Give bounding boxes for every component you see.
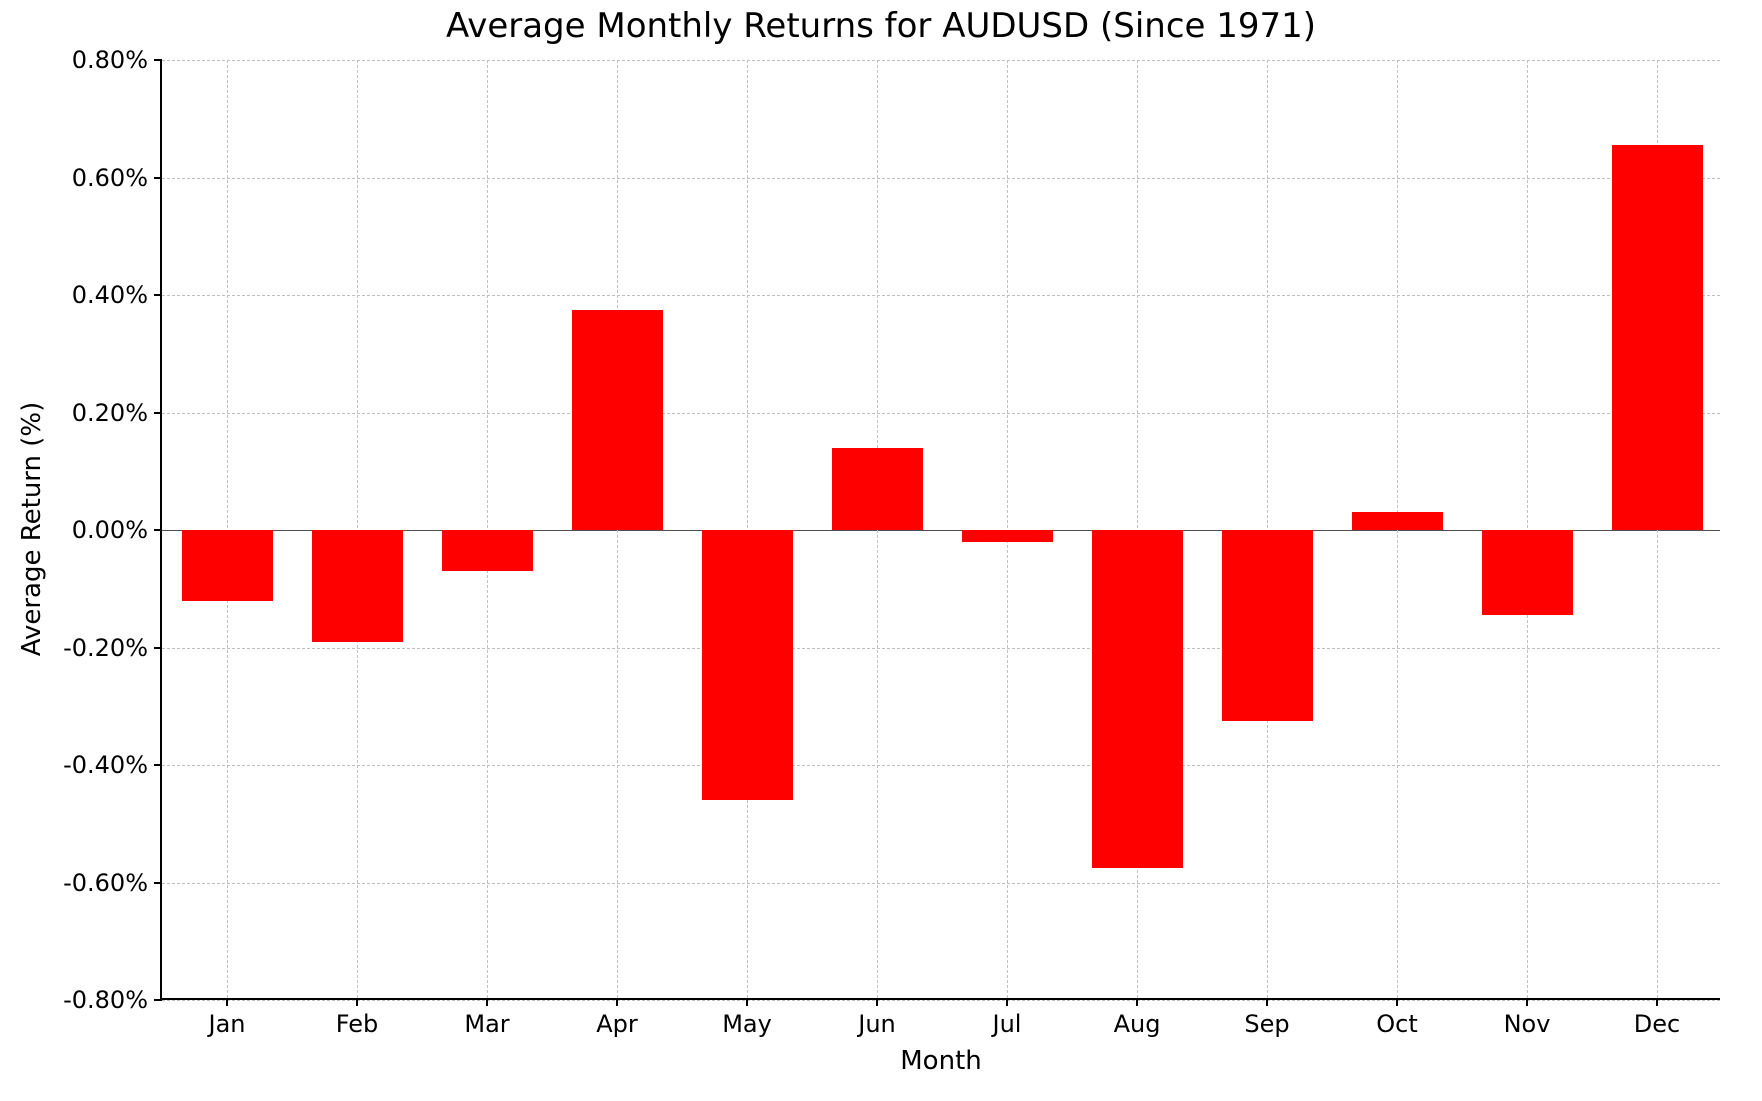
gridline-horizontal [162,1000,1720,1001]
gridline-vertical [487,60,488,998]
gridline-horizontal [162,60,1720,61]
bar [962,530,1053,542]
gridline-vertical [747,60,748,998]
bar [1612,145,1703,530]
gridline-horizontal [162,883,1720,884]
bar [1482,530,1573,615]
gridline-horizontal [162,295,1720,296]
bar [832,448,923,530]
gridline-horizontal [162,413,1720,414]
x-tick-label: May [722,998,772,1038]
y-tick-label: -0.60% [63,869,162,897]
bar [1352,512,1443,530]
x-tick-label: Jul [993,998,1022,1038]
x-tick-label: Aug [1114,998,1161,1038]
x-tick-label: Dec [1634,998,1680,1038]
y-tick-label: -0.40% [63,751,162,779]
x-tick-label: Mar [464,998,509,1038]
y-tick-label: -0.20% [63,634,162,662]
bar [1092,530,1183,868]
x-tick-label: Sep [1244,998,1289,1038]
bar [572,310,663,530]
x-tick-label: Jun [858,998,896,1038]
chart-title: Average Monthly Returns for AUDUSD (Sinc… [0,6,1762,46]
y-tick-label: 0.40% [72,281,162,309]
gridline-vertical [227,60,228,998]
bar [182,530,273,601]
x-tick-label: Feb [336,998,379,1038]
gridline-vertical [1007,60,1008,998]
gridline-vertical [357,60,358,998]
gridline-horizontal [162,648,1720,649]
chart-container: Average Monthly Returns for AUDUSD (Sinc… [0,0,1762,1101]
bar [702,530,793,800]
y-axis-label: Average Return (%) [17,402,47,657]
gridline-vertical [1527,60,1528,998]
x-tick-label: Nov [1504,998,1551,1038]
y-tick-label: 0.00% [72,516,162,544]
bar [442,530,533,571]
y-tick-label: 0.80% [72,46,162,74]
x-tick-label: Apr [596,998,638,1038]
gridline-horizontal [162,765,1720,766]
y-tick-label: 0.20% [72,399,162,427]
x-tick-label: Jan [209,998,246,1038]
y-tick-label: 0.60% [72,164,162,192]
bar [312,530,403,642]
gridline-vertical [1267,60,1268,998]
x-tick-label: Oct [1376,998,1418,1038]
gridline-horizontal [162,178,1720,179]
plot-area: Average Return (%) Month -0.80%-0.60%-0.… [160,60,1720,1000]
bar [1222,530,1313,721]
x-axis-label: Month [162,1046,1720,1076]
y-tick-label: -0.80% [63,986,162,1014]
